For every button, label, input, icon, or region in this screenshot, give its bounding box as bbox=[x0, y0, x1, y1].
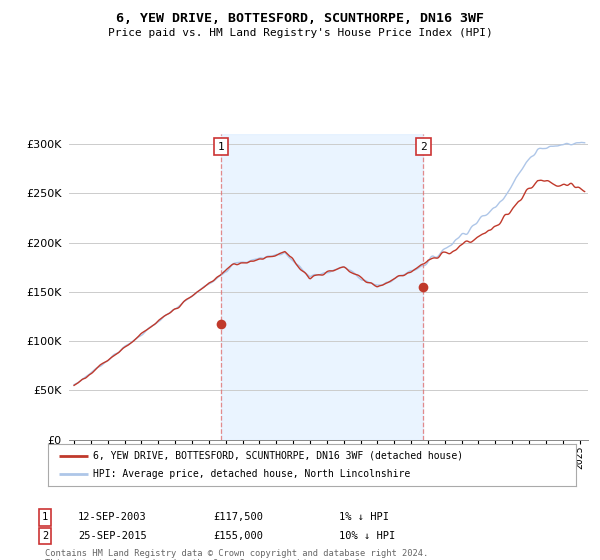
Text: 1% ↓ HPI: 1% ↓ HPI bbox=[339, 512, 389, 522]
Text: £155,000: £155,000 bbox=[213, 531, 263, 541]
Text: 10% ↓ HPI: 10% ↓ HPI bbox=[339, 531, 395, 541]
Text: Contains HM Land Registry data © Crown copyright and database right 2024.
This d: Contains HM Land Registry data © Crown c… bbox=[45, 549, 428, 560]
Text: 6, YEW DRIVE, BOTTESFORD, SCUNTHORPE, DN16 3WF: 6, YEW DRIVE, BOTTESFORD, SCUNTHORPE, DN… bbox=[116, 12, 484, 25]
Text: 25-SEP-2015: 25-SEP-2015 bbox=[78, 531, 147, 541]
Text: 2: 2 bbox=[420, 142, 427, 152]
Bar bbox=[221, 134, 424, 440]
Text: HPI: Average price, detached house, North Lincolnshire: HPI: Average price, detached house, Nort… bbox=[93, 469, 410, 479]
Text: £117,500: £117,500 bbox=[213, 512, 263, 522]
Text: 2: 2 bbox=[42, 531, 48, 541]
Text: 1: 1 bbox=[217, 142, 224, 152]
Text: Price paid vs. HM Land Registry's House Price Index (HPI): Price paid vs. HM Land Registry's House … bbox=[107, 28, 493, 38]
Text: 1: 1 bbox=[42, 512, 48, 522]
Text: 12-SEP-2003: 12-SEP-2003 bbox=[78, 512, 147, 522]
Text: 6, YEW DRIVE, BOTTESFORD, SCUNTHORPE, DN16 3WF (detached house): 6, YEW DRIVE, BOTTESFORD, SCUNTHORPE, DN… bbox=[93, 451, 463, 461]
